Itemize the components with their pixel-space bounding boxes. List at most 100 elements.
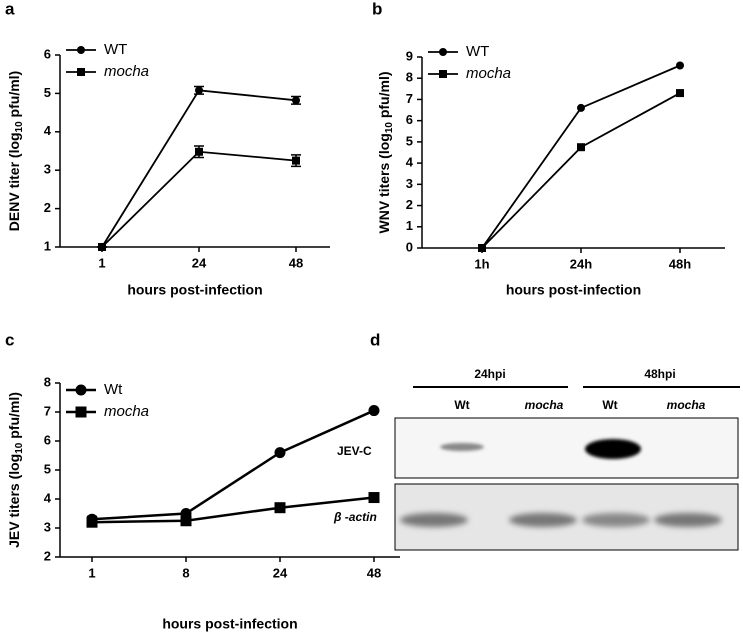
y-axis-label-part: 10 — [384, 122, 395, 134]
x-tick-label: 1 — [98, 255, 105, 270]
point — [292, 96, 300, 105]
y-tick-label: 5 — [406, 133, 413, 148]
lane-label: mocha — [667, 398, 706, 412]
point — [86, 516, 98, 528]
y-tick-label: 3 — [44, 162, 51, 177]
x-tick-label: 48h — [669, 256, 691, 271]
group-label: 48hpi — [644, 367, 675, 381]
legend-marker — [75, 406, 87, 418]
legend-marker — [439, 48, 447, 56]
legend-label: Wt — [104, 381, 123, 398]
y-axis-label-part: 10 — [14, 442, 25, 454]
y-axis-label-part: JEV titers (log — [6, 454, 22, 548]
x-tick-label: 48 — [289, 255, 303, 270]
y-tick-label: 2 — [44, 548, 51, 563]
y-axis-label-part: DENV titer (log — [6, 132, 22, 231]
y-tick-label: 1 — [44, 238, 51, 253]
y-tick-label: 2 — [44, 200, 51, 215]
point — [292, 156, 300, 165]
y-tick-label: 1 — [406, 218, 413, 233]
row-label: JEV-C — [337, 444, 372, 458]
y-axis-label-part: pfu/ml) — [6, 71, 22, 122]
legend-label: mocha — [104, 403, 149, 420]
y-axis-label-part: pfu/ml) — [6, 392, 22, 443]
series-line — [481, 64, 681, 249]
point — [195, 86, 203, 95]
point — [676, 89, 684, 98]
x-tick-label: 24h — [570, 256, 592, 271]
legend-marker — [75, 384, 87, 396]
y-axis-label-part: WNV titers (log — [376, 133, 392, 233]
point — [195, 147, 203, 156]
legend-label: mocha — [104, 63, 149, 80]
point — [274, 502, 286, 514]
y-axis-label: DENV titer (log10 pfu/ml) — [6, 71, 25, 231]
y-tick-label: 8 — [406, 70, 413, 85]
panel-letter: c — [5, 330, 14, 349]
x-tick-label: 48 — [367, 565, 381, 580]
panel-letter: a — [5, 0, 15, 18]
y-tick-label: 7 — [406, 91, 413, 106]
x-tick-label: 8 — [182, 565, 189, 580]
y-tick-label: 9 — [406, 48, 413, 63]
x-tick-label: 1 — [88, 565, 95, 580]
panel-letter: b — [372, 0, 382, 18]
point — [676, 61, 684, 70]
legend-label: WT — [466, 43, 489, 60]
y-axis-label: JEV titers (log10 pfu/ml) — [6, 392, 25, 548]
point — [577, 143, 585, 152]
band — [400, 513, 468, 527]
y-tick-label: 3 — [44, 519, 51, 534]
y-tick-label: 3 — [406, 176, 413, 191]
x-axis-label: hours post-infection — [162, 616, 297, 632]
y-tick-label: 8 — [44, 374, 51, 389]
lane-label: Wt — [602, 398, 617, 412]
band — [585, 439, 641, 459]
legend-marker — [77, 68, 85, 76]
y-tick-label: 6 — [406, 112, 413, 127]
y-axis-label: WNV titers (log10 pfu/ml) — [376, 71, 395, 233]
y-tick-label: 6 — [44, 432, 51, 447]
y-tick-label: 4 — [44, 490, 52, 505]
legend-label: WT — [104, 41, 127, 58]
y-axis-label-part: pfu/ml) — [376, 71, 392, 122]
series-line — [101, 89, 297, 248]
series-line — [91, 409, 375, 521]
panel-letter: d — [370, 330, 380, 349]
y-axis-label-part: 10 — [14, 121, 25, 133]
x-tick-label: 1h — [474, 256, 489, 271]
y-tick-label: 4 — [406, 155, 414, 170]
lane-label: mocha — [525, 398, 564, 412]
point — [180, 515, 192, 527]
point — [274, 447, 286, 459]
point — [577, 103, 585, 112]
legend-label: mocha — [466, 65, 511, 82]
point — [368, 405, 380, 417]
point — [368, 492, 380, 504]
row-label: β -actin — [333, 510, 377, 524]
x-axis-label: hours post-infection — [127, 282, 262, 298]
band — [440, 443, 484, 451]
y-tick-label: 5 — [44, 85, 51, 100]
point — [478, 244, 486, 252]
y-tick-label: 0 — [406, 239, 413, 254]
band — [509, 513, 577, 527]
y-tick-label: 2 — [406, 197, 413, 212]
x-tick-label: 24 — [192, 255, 207, 270]
x-axis-label: hours post-infection — [506, 282, 641, 298]
y-tick-label: 7 — [44, 403, 51, 418]
y-tick-label: 5 — [44, 461, 51, 476]
series-line — [91, 496, 375, 524]
band — [582, 513, 650, 527]
point — [98, 243, 106, 251]
group-label: 24hpi — [474, 367, 505, 381]
y-tick-label: 6 — [44, 46, 51, 61]
lane-label: Wt — [454, 398, 469, 412]
legend-marker — [439, 70, 447, 78]
y-tick-label: 4 — [44, 123, 52, 138]
legend-marker — [77, 46, 85, 54]
band — [654, 513, 722, 527]
x-tick-label: 24 — [273, 565, 288, 580]
series-line — [481, 92, 681, 249]
